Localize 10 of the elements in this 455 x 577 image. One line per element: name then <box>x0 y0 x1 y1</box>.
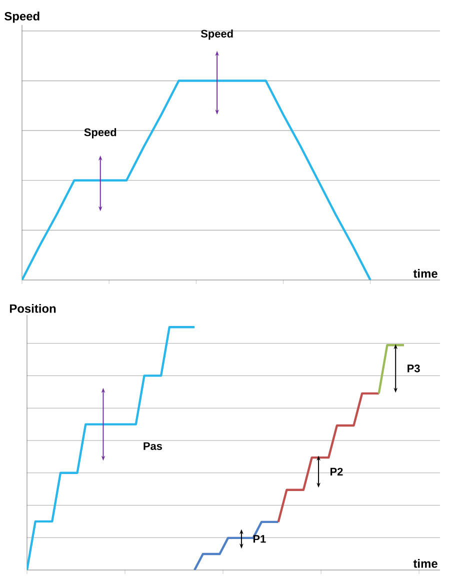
annotation: Pas <box>144 442 162 450</box>
x-axis-title: time <box>413 269 438 278</box>
annotation: P3 <box>408 364 420 372</box>
x-axis-title: time <box>413 559 438 568</box>
annotation: Speed <box>84 128 116 138</box>
annotation: P2 <box>330 468 343 476</box>
text: Speed <box>200 30 233 40</box>
annotation: P1 <box>253 535 266 543</box>
y-axis-title: Position <box>10 304 56 313</box>
y-axis-title: Speed <box>4 12 40 23</box>
